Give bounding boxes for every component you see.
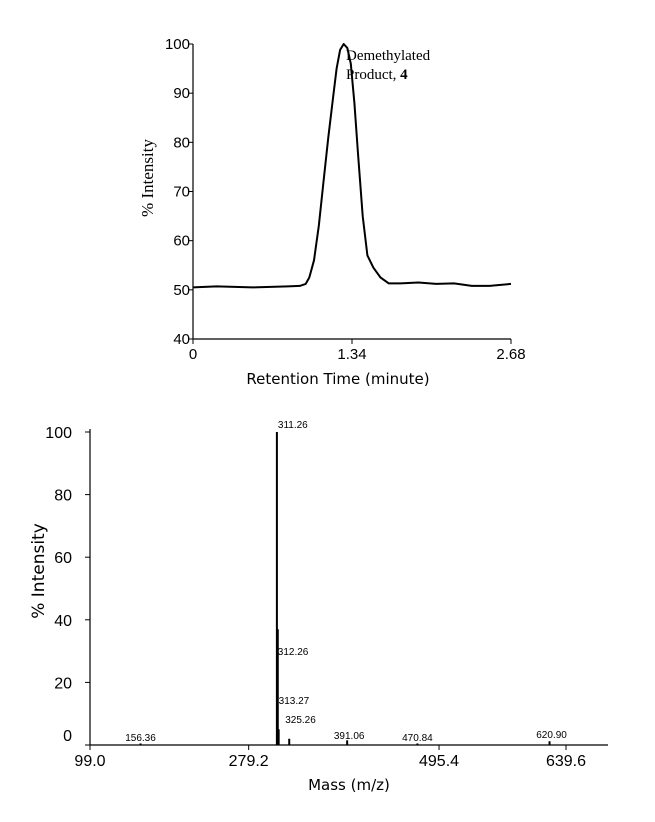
- spectrum-peak-label: 325.26: [285, 715, 316, 726]
- spectrum-peak-label: 156.36: [125, 733, 156, 744]
- spectrum-x-tick-label: 99.0: [74, 753, 105, 770]
- peak-annotation-line1: Demethylated: [346, 48, 431, 64]
- chromatogram-y-ticks: 40 50 60 70 80 90 100: [165, 36, 193, 348]
- chromatogram-x-label: Retention Time (minute): [246, 370, 429, 388]
- spectrum-x-tick-label: 495.4: [419, 753, 459, 770]
- spectrum-x-label: Mass (m/z): [308, 776, 390, 794]
- chromatogram-y-tick-label: 50: [173, 282, 190, 299]
- spectrum-peak-label: 312.26: [278, 647, 309, 658]
- spectrum-peak-label: 620.90: [536, 730, 567, 741]
- chromatogram-x-tick-label: 2.68: [496, 346, 525, 363]
- chromatogram-x-tick-label: 0: [189, 346, 197, 363]
- chromatogram-y-tick-label: 60: [173, 233, 190, 250]
- chromatogram-chart: 40 50 60 70 80 90 100 0 1.34 2.68 Demethylated P…: [138, 36, 526, 388]
- spectrum-x-tick-label: 639.6: [546, 753, 586, 770]
- spectrum-y-tick-label: 100: [45, 425, 72, 442]
- chromatogram-y-tick-label: 70: [173, 184, 190, 201]
- chromatogram-x-tick-label: 1.34: [337, 346, 366, 363]
- spectrum-y-ticks: 0 20 40 60 80 100: [45, 425, 90, 746]
- spectrum-peak-label: 391.06: [334, 731, 365, 742]
- peak-annotation-line2: Product, 4: [346, 67, 408, 83]
- chromatogram-trace: [192, 43, 512, 289]
- spectrum-x-tick-label: 279.2: [229, 753, 269, 770]
- chromatogram-y-tick-label: 80: [173, 134, 190, 151]
- chromatogram-y-tick-label: 100: [165, 36, 190, 53]
- spectrum-peak-label: 313.27: [279, 696, 310, 707]
- spectrum-y-tick-label: 0: [63, 728, 72, 745]
- mass-spectrum-chart: 0 20 40 60 80 100 99.0 279.2 495.4 639.6 156.36 3…: [29, 420, 608, 794]
- chromatogram-y-tick-label: 40: [173, 331, 190, 348]
- spectrum-y-tick-label: 80: [54, 488, 72, 505]
- spectrum-peak-label: 470.84: [402, 733, 433, 744]
- spectrum-y-label: % Intensity: [29, 523, 49, 619]
- spectrum-peak-label: 311.26: [278, 420, 308, 431]
- spectrum-y-tick-label: 40: [54, 613, 72, 630]
- chromatogram-x-ticks: 0 1.34 2.68: [189, 339, 526, 363]
- spectrum-y-tick-label: 20: [54, 675, 72, 692]
- spectrum-y-tick-label: 60: [54, 550, 72, 567]
- chromatogram-y-label: % Intensity: [138, 139, 157, 217]
- spectrum-peaks: 156.36 311.26 312.26 313.27 325.26 391.06 470.…: [125, 420, 567, 745]
- chromatogram-y-tick-label: 90: [173, 85, 190, 102]
- spectrum-x-ticks: 99.0 279.2 495.4 639.6: [74, 745, 586, 770]
